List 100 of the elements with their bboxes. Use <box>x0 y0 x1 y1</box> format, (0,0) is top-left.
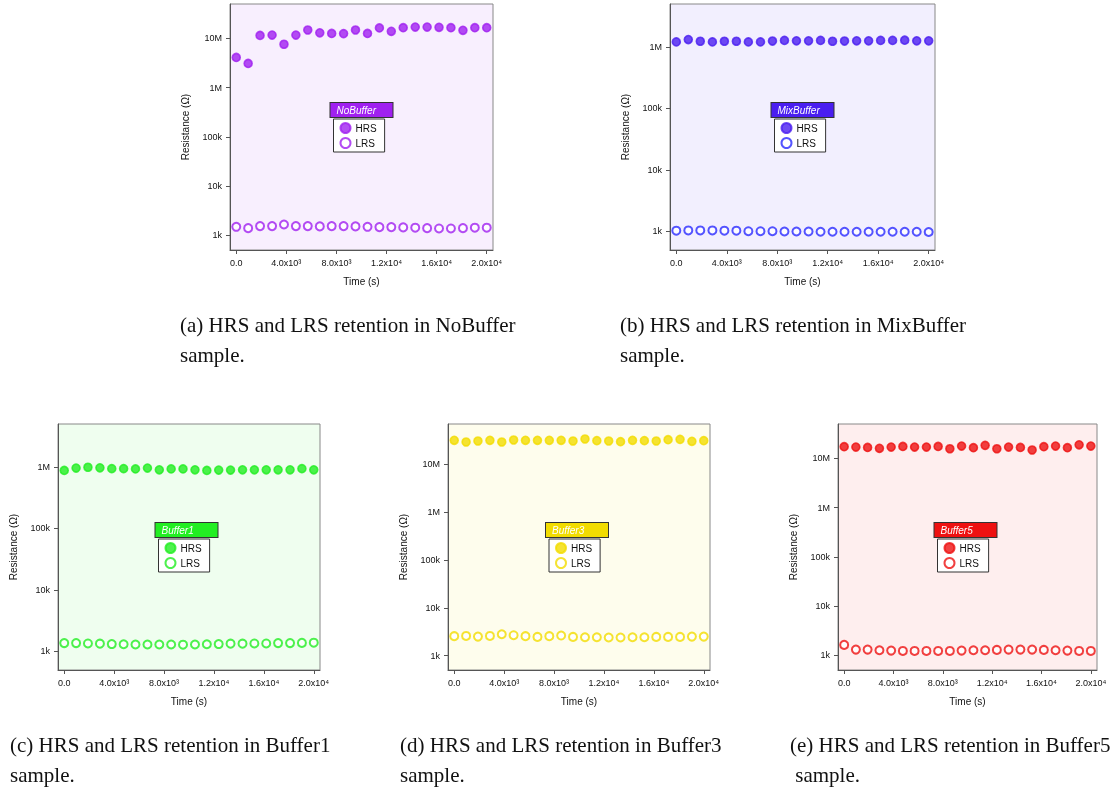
point <box>897 645 908 656</box>
point <box>473 436 483 446</box>
text: (b) HRS and LRS retention in MixBuffer sample. <box>620 313 972 367</box>
x-tick-label: 4.0x10³ <box>99 677 130 688</box>
point <box>496 629 507 640</box>
legend-label: HRS <box>180 542 202 554</box>
point <box>874 443 885 454</box>
point <box>580 632 590 643</box>
point <box>686 631 697 642</box>
point <box>484 630 495 641</box>
point <box>791 36 802 46</box>
point <box>508 630 519 641</box>
point <box>568 436 578 446</box>
legend-title: Buffer1 <box>161 524 194 536</box>
y-axis-title: Resistance (Ω) <box>7 513 19 581</box>
point <box>267 221 278 232</box>
x-tick-label: 8.0x10³ <box>762 257 793 268</box>
y-tick-label: 100k <box>642 103 663 114</box>
point <box>532 631 543 642</box>
point <box>651 436 662 446</box>
point <box>687 436 697 447</box>
y-tick-label: 1k <box>212 230 223 241</box>
point <box>956 645 967 656</box>
point <box>933 441 943 452</box>
point <box>291 30 301 40</box>
point <box>923 36 934 46</box>
point <box>118 463 129 474</box>
point <box>1074 439 1084 450</box>
point <box>591 632 602 643</box>
y-tick-label: 1k <box>820 650 831 661</box>
point <box>469 222 480 233</box>
x-tick-label: 2.0x10⁴ <box>913 257 945 268</box>
y-tick-label: 1M <box>209 82 222 93</box>
point <box>909 645 920 656</box>
point <box>921 645 932 656</box>
y-tick-label: 1M <box>649 41 662 52</box>
y-tick-label: 1k <box>40 646 51 657</box>
point <box>296 637 307 648</box>
point <box>237 465 248 475</box>
x-tick-label: 8.0x10³ <box>321 257 352 268</box>
point <box>142 639 153 650</box>
point <box>279 39 289 50</box>
point <box>911 226 922 237</box>
y-tick-label: 1k <box>652 226 663 237</box>
point <box>580 434 590 444</box>
point <box>237 638 248 649</box>
legend-title: Buffer5 <box>940 524 974 536</box>
x-tick-label: 1.2x10⁴ <box>812 257 844 268</box>
point <box>992 443 1002 454</box>
y-tick-label: 10k <box>425 602 441 613</box>
point <box>755 37 766 47</box>
point <box>422 22 432 32</box>
point <box>815 226 826 237</box>
point <box>827 226 838 237</box>
point <box>285 638 296 649</box>
point <box>675 434 685 445</box>
y-tick-label: 10k <box>815 600 831 611</box>
point <box>695 225 706 236</box>
point <box>231 221 242 232</box>
point <box>202 465 212 476</box>
legend-title: Buffer3 <box>552 524 585 536</box>
x-tick-label: 4.0x10³ <box>489 677 520 688</box>
legend-title: NoBuffer <box>336 104 377 116</box>
legend-label: HRS <box>959 542 981 554</box>
x-tick-label: 0.0 <box>57 677 71 688</box>
x-tick-label: 1.2x10⁴ <box>198 677 230 688</box>
point <box>461 630 472 641</box>
point <box>273 638 284 649</box>
x-tick-label: 2.0x10⁴ <box>298 677 330 688</box>
x-axis-title: Time (s) <box>560 695 598 707</box>
point <box>445 223 456 234</box>
point <box>255 221 266 232</box>
x-tick-label: 4.0x10³ <box>711 257 742 268</box>
point <box>243 223 254 234</box>
legend-label: HRS <box>571 542 593 554</box>
point <box>308 465 319 475</box>
point <box>851 442 861 452</box>
point <box>627 435 638 446</box>
point <box>249 465 260 475</box>
point <box>719 225 730 236</box>
point <box>803 226 814 237</box>
point <box>639 632 650 643</box>
point <box>671 225 682 236</box>
point <box>82 638 93 649</box>
point <box>213 639 224 650</box>
point <box>945 443 955 454</box>
point <box>326 221 337 232</box>
y-tick-label: 10M <box>204 33 222 44</box>
point <box>520 435 531 446</box>
point <box>308 637 319 648</box>
point <box>886 442 896 452</box>
point <box>273 465 283 475</box>
point <box>863 36 874 46</box>
y-tick-label: 1M <box>817 502 830 513</box>
point <box>956 441 967 451</box>
point <box>481 222 492 233</box>
point <box>166 464 176 474</box>
point <box>225 465 236 475</box>
point <box>651 631 662 642</box>
point <box>449 435 460 446</box>
